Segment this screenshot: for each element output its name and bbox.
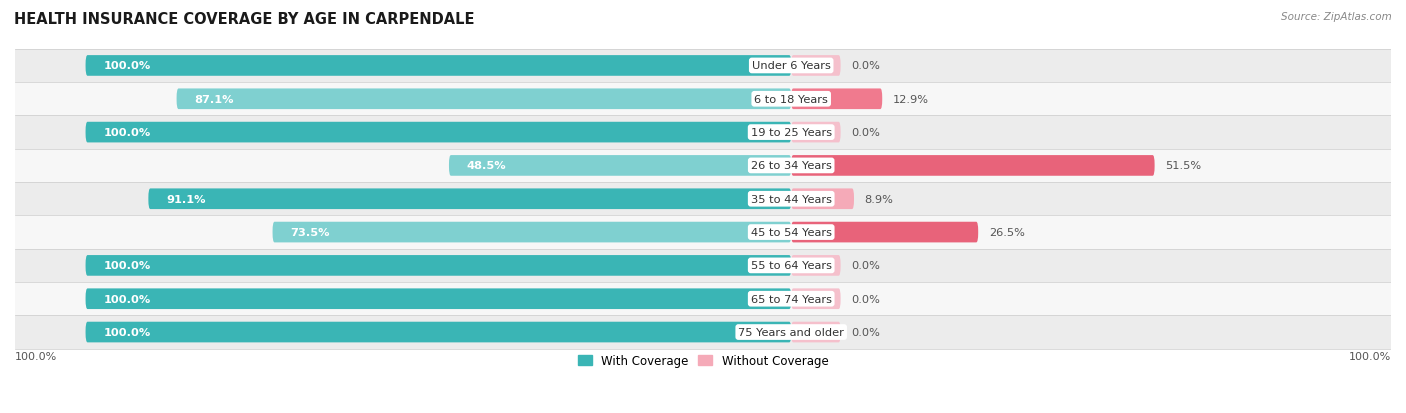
- Bar: [15, 83, 1391, 116]
- FancyBboxPatch shape: [177, 89, 792, 110]
- FancyBboxPatch shape: [792, 322, 841, 342]
- Text: 100.0%: 100.0%: [1348, 351, 1391, 361]
- FancyBboxPatch shape: [792, 256, 841, 276]
- FancyBboxPatch shape: [86, 322, 792, 342]
- FancyBboxPatch shape: [792, 156, 1154, 176]
- Text: 100.0%: 100.0%: [103, 294, 150, 304]
- Text: 100.0%: 100.0%: [103, 128, 150, 138]
- Bar: [15, 50, 1391, 83]
- Text: 0.0%: 0.0%: [851, 294, 880, 304]
- FancyBboxPatch shape: [449, 156, 792, 176]
- Text: 48.5%: 48.5%: [467, 161, 506, 171]
- Text: Under 6 Years: Under 6 Years: [752, 61, 831, 71]
- FancyBboxPatch shape: [792, 123, 841, 143]
- Text: 75 Years and older: 75 Years and older: [738, 327, 844, 337]
- Text: 65 to 74 Years: 65 to 74 Years: [751, 294, 832, 304]
- Text: 19 to 25 Years: 19 to 25 Years: [751, 128, 832, 138]
- Text: 45 to 54 Years: 45 to 54 Years: [751, 228, 832, 237]
- Text: HEALTH INSURANCE COVERAGE BY AGE IN CARPENDALE: HEALTH INSURANCE COVERAGE BY AGE IN CARP…: [14, 12, 475, 27]
- Text: Source: ZipAtlas.com: Source: ZipAtlas.com: [1281, 12, 1392, 22]
- Bar: [15, 116, 1391, 150]
- Bar: [15, 316, 1391, 349]
- Text: 26.5%: 26.5%: [988, 228, 1025, 237]
- FancyBboxPatch shape: [792, 89, 882, 110]
- Text: 91.1%: 91.1%: [166, 194, 205, 204]
- FancyBboxPatch shape: [273, 222, 792, 243]
- FancyBboxPatch shape: [792, 189, 853, 209]
- FancyBboxPatch shape: [792, 56, 841, 76]
- FancyBboxPatch shape: [149, 189, 792, 209]
- Text: 51.5%: 51.5%: [1166, 161, 1201, 171]
- Text: 8.9%: 8.9%: [865, 194, 893, 204]
- Text: 0.0%: 0.0%: [851, 128, 880, 138]
- Text: 55 to 64 Years: 55 to 64 Years: [751, 261, 832, 271]
- FancyBboxPatch shape: [86, 56, 792, 76]
- FancyBboxPatch shape: [86, 256, 792, 276]
- Text: 0.0%: 0.0%: [851, 327, 880, 337]
- Bar: [15, 216, 1391, 249]
- FancyBboxPatch shape: [86, 289, 792, 309]
- Text: 73.5%: 73.5%: [290, 228, 329, 237]
- Text: 100.0%: 100.0%: [103, 261, 150, 271]
- Text: 35 to 44 Years: 35 to 44 Years: [751, 194, 832, 204]
- Bar: [15, 150, 1391, 183]
- FancyBboxPatch shape: [86, 123, 792, 143]
- Text: 100.0%: 100.0%: [15, 351, 58, 361]
- Bar: [15, 249, 1391, 282]
- Text: 100.0%: 100.0%: [103, 327, 150, 337]
- Text: 6 to 18 Years: 6 to 18 Years: [754, 95, 828, 104]
- Legend: With Coverage, Without Coverage: With Coverage, Without Coverage: [572, 349, 834, 372]
- Text: 0.0%: 0.0%: [851, 61, 880, 71]
- Text: 26 to 34 Years: 26 to 34 Years: [751, 161, 831, 171]
- FancyBboxPatch shape: [792, 289, 841, 309]
- Bar: [15, 282, 1391, 316]
- Bar: [15, 183, 1391, 216]
- FancyBboxPatch shape: [792, 222, 979, 243]
- Text: 87.1%: 87.1%: [194, 95, 233, 104]
- Text: 0.0%: 0.0%: [851, 261, 880, 271]
- Text: 12.9%: 12.9%: [893, 95, 929, 104]
- Text: 100.0%: 100.0%: [103, 61, 150, 71]
